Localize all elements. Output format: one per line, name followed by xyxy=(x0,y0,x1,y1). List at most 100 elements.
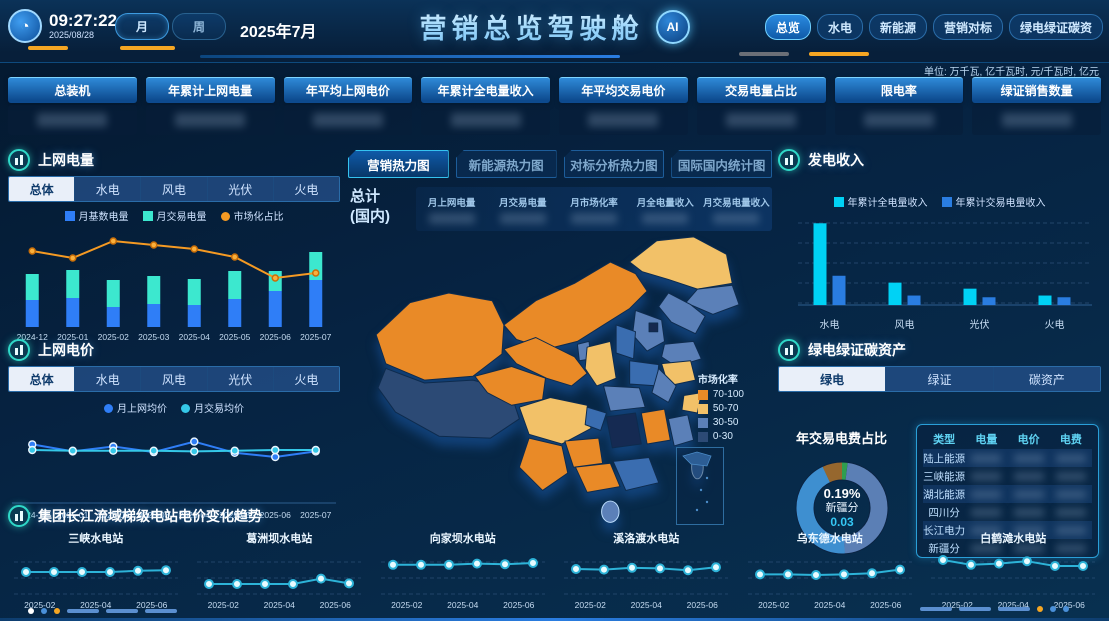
station-line-chart xyxy=(747,561,912,595)
nav-item-green[interactable]: 绿电绿证碳资 xyxy=(1008,14,1103,40)
legend-label: 30-50 xyxy=(712,417,739,428)
green-tabs: 绿电 绿证 碳资产 xyxy=(778,366,1101,392)
panel-generation-income: 发电收入 年累计全电量收入 年累计交易电量收入 水电 风电 光伏 火电 xyxy=(778,148,1101,331)
table-header: 类型 电量 电价 电费 xyxy=(923,429,1092,449)
x-tick-label: 2025-04 xyxy=(263,600,295,610)
tab-wind[interactable]: 风电 xyxy=(141,177,208,201)
panel-title: 绿电绿证碳资产 xyxy=(808,342,906,358)
kpi-title[interactable]: 交易电量占比 xyxy=(696,77,826,103)
ai-assistant-button[interactable]: AI xyxy=(655,9,690,44)
masked-value xyxy=(1013,489,1044,499)
station-x-axis: 2025-02 2025-04 2025-06 xyxy=(929,600,1097,610)
x-tick-label: 风电 xyxy=(894,320,915,331)
x-tick-label: 2024-12 xyxy=(16,510,48,520)
kpi-title[interactable]: 年累计上网电量 xyxy=(145,77,275,103)
tab-green-power[interactable]: 绿电 xyxy=(779,367,887,391)
x-tick-label: 光伏 xyxy=(969,320,990,331)
tab-newenergy-heatmap[interactable]: 新能源热力图 xyxy=(455,150,557,178)
tab-solar[interactable]: 光伏 xyxy=(207,367,274,391)
table-row[interactable]: 陆上能源 xyxy=(923,449,1092,467)
masked-value xyxy=(726,113,797,127)
tab-hydro[interactable]: 水电 xyxy=(75,177,142,201)
carousel-pager-left[interactable] xyxy=(28,608,177,614)
kpi-card: 年平均上网电价 xyxy=(283,77,413,135)
station-x-axis: 2025-02 2025-04 2025-06 xyxy=(12,600,180,610)
masked-value xyxy=(312,113,383,127)
week-toggle-button[interactable]: 周 xyxy=(172,13,226,40)
table-row[interactable]: 三峡能源 xyxy=(923,467,1092,485)
station-x-axis: 2025-02 2025-04 2025-06 xyxy=(379,600,547,610)
x-tick-label: 2025-02 xyxy=(24,600,56,610)
masked-value xyxy=(971,525,1002,535)
x-tick-label: 火电 xyxy=(1044,320,1065,331)
masked-value xyxy=(1013,471,1044,481)
table-row[interactable]: 新疆分 xyxy=(923,539,1092,557)
x-tick-label: 2025-06 xyxy=(1053,600,1085,610)
kpi-title[interactable]: 年累计全电量收入 xyxy=(421,77,550,103)
tab-intl-domestic-stats[interactable]: 国际国内统计图 xyxy=(671,150,772,178)
tab-thermal[interactable]: 火电 xyxy=(273,367,339,391)
nav-item-overview[interactable]: 总览 xyxy=(764,14,811,40)
masked-value xyxy=(1055,543,1086,553)
station-x-axis: 2025-02 2025-04 2025-06 xyxy=(746,600,914,610)
x-tick-label: 2025-01 xyxy=(57,332,89,342)
masked-value xyxy=(971,453,1002,463)
col-energy: 电量 xyxy=(975,434,998,446)
x-tick-label: 2025-04 xyxy=(447,600,479,610)
legend-swatch xyxy=(181,404,190,413)
pager-dash xyxy=(145,609,177,613)
masked-value xyxy=(588,113,659,127)
station-x-axis: 2025-02 2025-04 2025-06 xyxy=(562,600,730,610)
pager-dot xyxy=(1063,606,1069,612)
x-tick-label: 2025-06 xyxy=(259,332,291,342)
tab-solar[interactable]: 光伏 xyxy=(207,177,274,201)
x-tick-label: 2024-12 xyxy=(16,332,48,342)
tab-total[interactable]: 总体 xyxy=(9,177,76,201)
row-type-label: 四川分 xyxy=(928,506,960,519)
x-tick-label: 2025-01 xyxy=(57,510,89,520)
tab-total[interactable]: 总体 xyxy=(9,367,76,391)
table-row[interactable]: 湖北能源 xyxy=(923,485,1092,503)
tab-hydro[interactable]: 水电 xyxy=(75,367,142,391)
legend-swatch xyxy=(697,417,708,428)
nav-item-newenergy[interactable]: 新能源 xyxy=(868,14,927,40)
tab-benchmark-heatmap[interactable]: 对标分析热力图 xyxy=(563,150,665,178)
income-x-axis: 水电 风电 光伏 火电 xyxy=(792,316,1092,331)
table-row[interactable]: 长江电力 xyxy=(923,521,1092,539)
panel-grid-energy: 上网电量 总体 水电 风电 光伏 火电 月基数电量 月交易电量 市场化占比 20… xyxy=(8,148,340,342)
nav-item-hydro[interactable]: 水电 xyxy=(816,14,863,40)
legend-swatch xyxy=(697,403,708,414)
x-tick-label: 2025-02 xyxy=(758,600,790,610)
kpi-title[interactable]: 年平均交易电价 xyxy=(559,77,688,103)
kpi-title[interactable]: 限电率 xyxy=(834,77,964,103)
tab-green-cert[interactable]: 绿证 xyxy=(886,367,994,391)
tab-thermal[interactable]: 火电 xyxy=(273,177,339,201)
pager-dash xyxy=(67,609,99,613)
kpi-card: 绿证销售数量 xyxy=(972,77,1101,135)
carousel-pager-right[interactable] xyxy=(920,606,1069,612)
station-title: 溪洛渡水电站 xyxy=(613,533,680,545)
top-nav: 总览 水电 新能源 营销对标 绿电绿证碳资 xyxy=(764,14,1103,40)
month-toggle-button[interactable]: 月 xyxy=(115,13,169,40)
kpi-title[interactable]: 年平均上网电价 xyxy=(283,77,413,103)
price-tabs: 总体 水电 风电 光伏 火电 xyxy=(8,366,340,392)
tab-carbon-asset[interactable]: 碳资产 xyxy=(993,367,1100,391)
summary-col-header: 月全电量收入 xyxy=(636,197,694,209)
tab-wind[interactable]: 风电 xyxy=(141,367,208,391)
station-x-axis: 2025-02 2025-04 2025-06 xyxy=(195,600,363,610)
nav-item-benchmark[interactable]: 营销对标 xyxy=(932,14,1003,40)
x-tick-label: 2025-05 xyxy=(219,332,251,342)
decor-dash xyxy=(28,46,68,50)
x-tick-label: 2025-03 xyxy=(138,510,170,520)
china-map[interactable] xyxy=(348,233,772,533)
table-row[interactable]: 四川分 xyxy=(923,503,1092,521)
x-tick-label: 2025-06 xyxy=(870,600,902,610)
kpi-card: 限电率 xyxy=(834,77,964,135)
legend-label: 年累计交易电量收入 xyxy=(955,198,1046,209)
tab-marketing-heatmap[interactable]: 营销热力图 xyxy=(348,150,449,178)
station-title: 乌东德水电站 xyxy=(796,533,863,545)
kpi-title[interactable]: 总装机 xyxy=(8,77,137,103)
kpi-title[interactable]: 绿证销售数量 xyxy=(972,77,1101,103)
bar-chart-icon xyxy=(778,339,800,361)
